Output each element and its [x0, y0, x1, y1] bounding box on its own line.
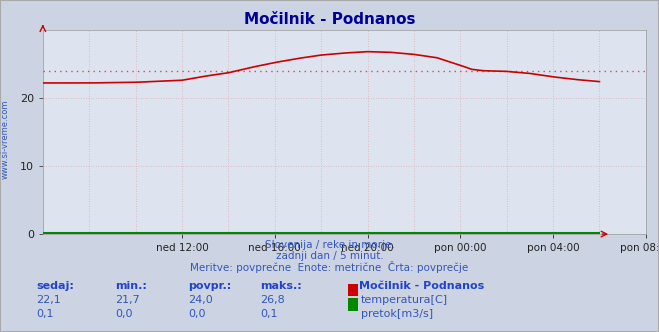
Text: 0,0: 0,0 — [115, 309, 133, 319]
Text: sedaj:: sedaj: — [36, 281, 74, 290]
Text: 26,8: 26,8 — [260, 295, 285, 305]
Text: 22,1: 22,1 — [36, 295, 61, 305]
Text: 0,1: 0,1 — [36, 309, 54, 319]
Text: povpr.:: povpr.: — [188, 281, 231, 290]
Text: Slovenija / reke in morje.: Slovenija / reke in morje. — [264, 240, 395, 250]
Text: temperatura[C]: temperatura[C] — [361, 295, 448, 305]
Text: 0,0: 0,0 — [188, 309, 206, 319]
Text: Meritve: povprečne  Enote: metrične  Črta: povprečje: Meritve: povprečne Enote: metrične Črta:… — [190, 261, 469, 273]
Text: zadnji dan / 5 minut.: zadnji dan / 5 minut. — [275, 251, 384, 261]
Text: 21,7: 21,7 — [115, 295, 140, 305]
Text: Močilnik - Podnanos: Močilnik - Podnanos — [359, 281, 484, 290]
Text: min.:: min.: — [115, 281, 147, 290]
Text: pretok[m3/s]: pretok[m3/s] — [361, 309, 433, 319]
Text: Močilnik - Podnanos: Močilnik - Podnanos — [244, 12, 415, 27]
Text: www.si-vreme.com: www.si-vreme.com — [1, 100, 10, 179]
Text: maks.:: maks.: — [260, 281, 302, 290]
Text: 24,0: 24,0 — [188, 295, 213, 305]
Text: 0,1: 0,1 — [260, 309, 278, 319]
